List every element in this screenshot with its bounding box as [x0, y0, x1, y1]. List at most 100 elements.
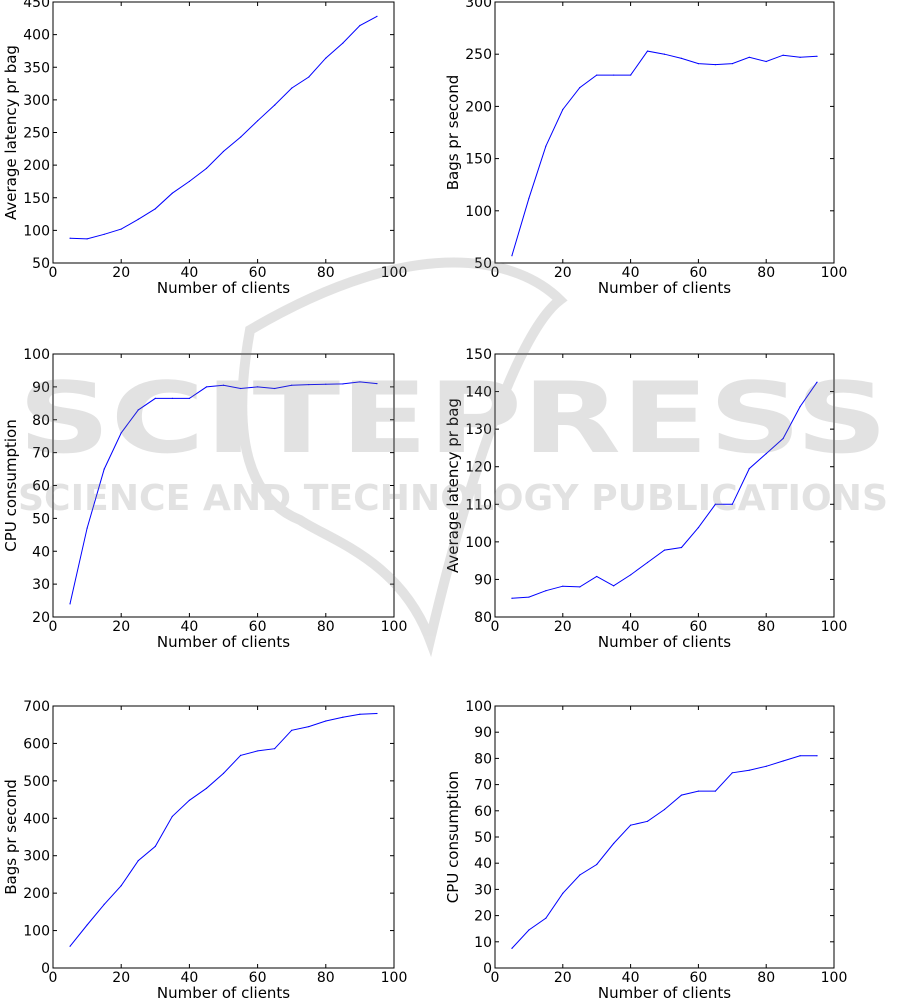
data-point — [663, 808, 666, 811]
data-point — [596, 863, 598, 866]
y-tick-label: 150 — [465, 347, 492, 363]
data-point — [765, 765, 767, 767]
y-tick-label: 300 — [23, 849, 50, 865]
plot-frame — [52, 705, 395, 969]
data-point — [663, 53, 666, 55]
data-point — [528, 596, 530, 598]
x-tick-label: 20 — [554, 265, 572, 281]
x-tick-label: 60 — [689, 265, 707, 281]
data-point — [714, 64, 716, 66]
data-point — [816, 55, 818, 57]
plot-frame — [494, 1, 835, 264]
y-tick-label: 100 — [465, 535, 492, 551]
data-point — [359, 381, 361, 383]
x-tick-label: 100 — [821, 970, 848, 986]
x-tick-label: 80 — [317, 619, 335, 635]
data-point — [613, 74, 615, 76]
data-point — [188, 397, 190, 399]
data-point — [376, 712, 378, 715]
y-tick-label: 100 — [23, 924, 50, 940]
data-point — [171, 192, 173, 194]
data-point — [731, 772, 733, 774]
data-point — [511, 947, 513, 949]
data-point — [630, 824, 632, 826]
data-point — [646, 561, 649, 564]
series-line — [511, 50, 818, 256]
x-axis-label: Number of clients — [598, 279, 731, 297]
data-point — [748, 467, 750, 470]
x-tick-label: 0 — [491, 265, 500, 281]
x-tick-label: 60 — [249, 970, 267, 986]
x-tick-label: 100 — [381, 619, 408, 635]
x-axis-label: Number of clients — [598, 984, 731, 1000]
data-point — [274, 387, 276, 390]
data-point — [69, 237, 71, 239]
data-point — [714, 503, 716, 505]
y-tick-label: 700 — [23, 699, 50, 715]
y-tick-label: 70 — [474, 778, 492, 794]
y-tick-label: 80 — [32, 413, 50, 429]
data-point — [748, 56, 750, 58]
data-point — [579, 874, 581, 876]
data-point — [697, 526, 700, 529]
data-point — [188, 180, 190, 183]
data-point — [325, 720, 327, 722]
y-tick-label: 60 — [32, 479, 50, 495]
data-point — [782, 54, 784, 56]
y-tick-label: 90 — [474, 725, 492, 741]
series-line — [69, 713, 377, 947]
y-tick-label: 100 — [465, 204, 492, 220]
data-point — [646, 50, 649, 52]
data-point — [748, 769, 750, 771]
watermark-swoosh — [237, 257, 568, 658]
y-tick-label: 250 — [23, 126, 50, 142]
y-axis-label: Average latency pr bag — [2, 45, 20, 220]
y-tick-label: 30 — [32, 577, 50, 593]
y-tick-label: 100 — [23, 347, 50, 363]
y-tick-label: 300 — [23, 93, 50, 109]
data-point — [239, 136, 242, 138]
data-point — [308, 725, 310, 728]
data-point — [86, 924, 88, 926]
x-tick-label: 0 — [49, 619, 58, 635]
data-point — [325, 57, 327, 59]
data-point — [291, 87, 293, 89]
data-point — [222, 150, 225, 153]
data-point — [291, 729, 293, 731]
y-axis-label: Bags pr second — [444, 75, 462, 191]
data-point — [120, 885, 122, 887]
chart-2: 0 20 40 60 80 100 50 100 150 200 250 300 Number of c… — [444, 0, 847, 297]
data-point — [274, 748, 276, 750]
y-tick-label: 200 — [23, 158, 50, 174]
plot-frame — [52, 1, 395, 264]
y-tick-label: 50 — [32, 511, 50, 527]
y-tick-label: 350 — [23, 60, 50, 76]
data-point — [765, 452, 767, 455]
y-tick-label: 100 — [23, 223, 50, 239]
data-point — [782, 760, 784, 762]
data-point — [171, 815, 173, 818]
y-tick-label: 600 — [23, 736, 50, 752]
data-point — [342, 716, 344, 718]
data-point — [222, 772, 225, 774]
data-point — [274, 104, 276, 106]
x-axis-label: Number of clients — [157, 633, 290, 651]
data-point — [697, 790, 700, 792]
data-point — [799, 56, 801, 58]
chart-5: 0 20 40 60 80 100 0 100 200 300 400 500 600 700 Number… — [2, 699, 407, 1000]
chart-1: 0 20 40 60 80 100 50 100 150 200 250 300 350 400 450 Nu… — [2, 0, 407, 297]
data-point — [222, 384, 225, 386]
watermark: SCITEPRESS SCIENCE AND TECHNOLOGY PUBLIC… — [18, 257, 888, 658]
data-point — [816, 381, 818, 383]
x-axis-label: Number of clients — [598, 633, 731, 651]
data-point — [239, 754, 242, 757]
data-point — [511, 255, 513, 257]
data-point — [359, 24, 361, 27]
series-line — [511, 755, 817, 949]
data-point — [646, 820, 649, 822]
y-tick-label: 400 — [23, 28, 50, 44]
y-tick-label: 0 — [483, 961, 492, 977]
data-point — [359, 713, 361, 715]
data-point — [697, 62, 700, 65]
